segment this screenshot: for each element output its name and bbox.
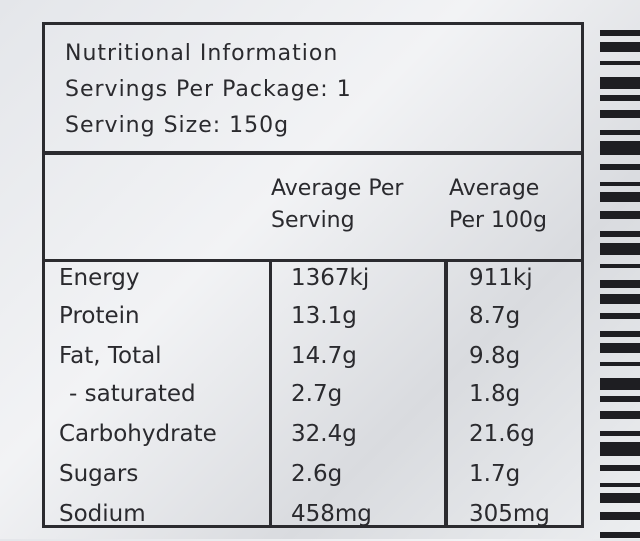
barcode-bar — [600, 231, 640, 237]
per-serving-value: 13.1g — [291, 303, 357, 329]
table-title: Nutritional Information — [65, 41, 339, 66]
per-100g-value: 1.7g — [469, 461, 521, 487]
per-100g-value: 911kj — [469, 265, 533, 291]
nutrient-name: Sodium — [59, 501, 146, 527]
barcode-bar — [600, 331, 640, 337]
barcode-bar — [600, 512, 640, 520]
per-serving-value: 2.7g — [291, 381, 343, 407]
barcode — [600, 30, 640, 539]
barcode-bar — [600, 532, 640, 538]
nutrition-table: Nutritional Information Servings Per Pac… — [42, 22, 584, 528]
barcode-bar — [600, 411, 640, 419]
per-100g-value: 1.8g — [469, 381, 521, 407]
barcode-bar — [600, 264, 640, 268]
per-serving-value: 1367kj — [291, 265, 370, 291]
per-serving-value: 458mg — [291, 501, 372, 527]
barcode-bar — [600, 280, 640, 288]
per-100g-value: 9.8g — [469, 343, 521, 369]
nutrient-name: - saturated — [69, 381, 196, 407]
barcode-bar — [600, 396, 640, 402]
barcode-bar — [600, 211, 640, 219]
table-row: Fat, Total 14.7g 9.8g — [45, 343, 581, 383]
nutrient-name: Energy — [59, 265, 140, 291]
barcode-bar — [600, 110, 640, 118]
col-per-100g-line1: Average — [449, 176, 540, 201]
table-row: Sodium 458mg 305mg — [45, 501, 581, 541]
per-100g-value: 21.6g — [469, 421, 535, 447]
barcode-bar — [600, 362, 640, 366]
per-serving-value: 2.6g — [291, 461, 343, 487]
barcode-bar — [600, 130, 640, 135]
per-100g-column-box — [445, 259, 587, 525]
barcode-bar — [600, 182, 640, 186]
barcode-bar — [600, 313, 640, 319]
barcode-bar — [600, 465, 640, 471]
per-100g-value: 305mg — [469, 501, 550, 527]
barcode-bar — [600, 141, 640, 155]
barcode-bar — [600, 243, 640, 255]
per-serving-value: 14.7g — [291, 343, 357, 369]
per-serving-value: 32.4g — [291, 421, 357, 447]
barcode-bar — [600, 77, 640, 89]
serving-size: Serving Size: 150g — [65, 113, 290, 138]
col-per-serving-line2: Serving — [271, 208, 355, 233]
barcode-bar — [600, 95, 640, 101]
nutrient-name: Protein — [59, 303, 140, 329]
barcode-bar — [600, 192, 640, 202]
barcode-bar — [600, 431, 640, 436]
nutrient-name: Fat, Total — [59, 343, 162, 369]
barcode-bar — [600, 343, 640, 353]
barcode-bar — [600, 442, 640, 456]
barcode-bar — [600, 164, 640, 170]
barcode-bar — [600, 378, 640, 390]
col-per-100g-line2: Per 100g — [449, 208, 548, 233]
barcode-bar — [600, 483, 640, 487]
nutrient-name: Sugars — [59, 461, 139, 487]
column-headers: Average Per Serving Average Per 100g — [45, 155, 581, 262]
table-row: Protein 13.1g 8.7g — [45, 303, 581, 343]
table-row: Carbohydrate 32.4g 21.6g — [45, 421, 581, 461]
barcode-bar — [600, 42, 640, 52]
per-100g-value: 8.7g — [469, 303, 521, 329]
table-row: - saturated 2.7g 1.8g — [45, 381, 581, 421]
table-row: Sugars 2.6g 1.7g — [45, 461, 581, 501]
barcode-bar — [600, 493, 640, 503]
barcode-bar — [600, 61, 640, 65]
barcode-bar — [600, 294, 640, 304]
barcode-bar — [600, 30, 640, 36]
table-header: Nutritional Information Servings Per Pac… — [45, 25, 581, 155]
table-row: Energy 1367kj 911kj — [45, 265, 581, 305]
servings-per-package: Servings Per Package: 1 — [65, 77, 352, 102]
col-per-serving-line1: Average Per — [271, 176, 404, 201]
nutrient-name: Carbohydrate — [59, 421, 217, 447]
